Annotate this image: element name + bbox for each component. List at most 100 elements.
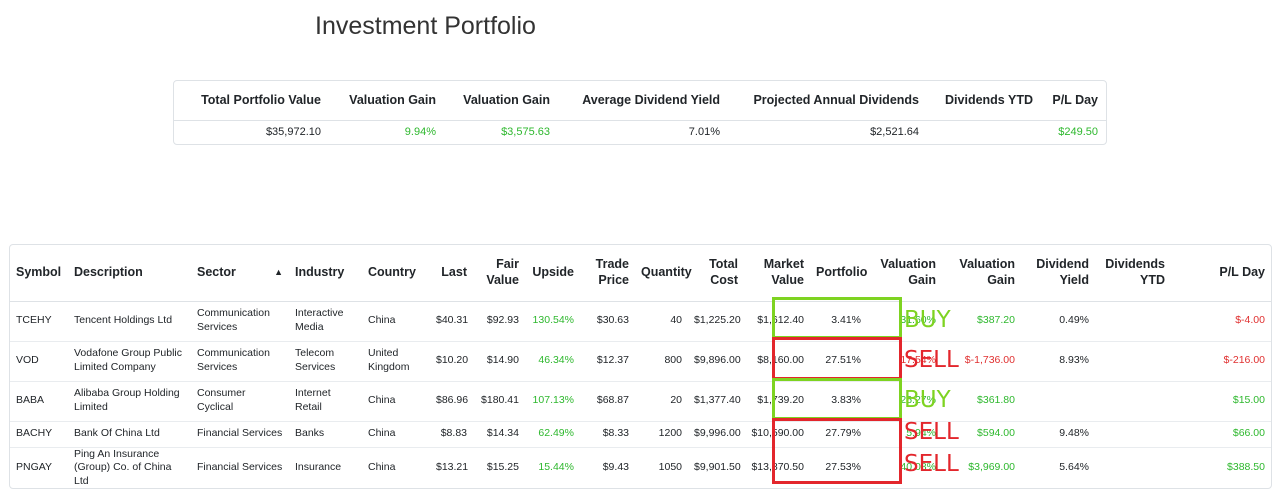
column-header-dividends-ytd[interactable]: Dividends YTD [1095,245,1171,302]
cell-sector: Communication Services [191,301,289,342]
cell-pl-day: $-216.00 [1171,341,1271,382]
page-title: Investment Portfolio [315,12,536,40]
summary-value: 7.01% [688,126,720,139]
column-header-portfolio[interactable]: Portfolio [810,245,867,302]
column-header-sector[interactable]: Sector ▲ [191,245,289,302]
summary-value [927,120,1041,144]
column-header-description[interactable]: Description [68,245,191,302]
cell-symbol: BACHY [10,421,68,448]
cell-upside: 15.44% [538,461,574,474]
summary-header: Projected Annual Dividends [728,81,927,121]
cell-last: $10.20 [430,341,473,382]
cell-dividends-ytd [1095,301,1171,342]
cell-total-cost: $9,896.00 [688,341,744,382]
cell-dividend-yield: 5.64% [1059,461,1089,474]
column-header-total-cost[interactable]: Total Cost [688,245,744,302]
cell-description: Tencent Holdings Ltd [68,301,191,342]
cell-market-value: $8,160.00 [744,341,810,382]
cell-trade-price: $12.37 [580,341,635,382]
cell-dividends-ytd [1095,381,1171,422]
cell-last: $13.21 [436,461,469,474]
summary-value: $35,972.10 [265,126,321,139]
table-row[interactable]: BACHY Bank Of China Ltd Financial Services… [10,421,1271,448]
summary-header-row: Total Portfolio Value Valuation Gain Val… [174,81,1106,121]
holdings-header-row: Symbol Description Sector ▲ Industry Coun… [10,245,1271,302]
cell-upside: 46.34% [525,341,580,382]
column-header-market-value[interactable]: Market Value [744,245,810,302]
cell-quantity: 20 [635,381,688,422]
cell-pl-day: $-4.00 [1171,301,1271,342]
column-header-upside[interactable]: Upside [525,245,580,302]
cell-country: China [362,381,430,422]
cell-symbol: PNGAY [16,461,52,474]
column-header-trade-price[interactable]: Trade Price [580,245,635,302]
sell-highlight-box [772,418,902,484]
cell-market-value: $1,612.40 [744,301,810,342]
cell-quantity: 1200 [635,421,688,448]
cell-last: $86.96 [430,381,473,422]
column-header-valuation-gain-pct[interactable]: Valuation Gain [867,245,942,302]
cell-portfolio: 27.79% [810,421,867,448]
cell-market-value: $1,739.20 [744,381,810,422]
column-header-fair-value[interactable]: Fair Value [473,245,525,302]
sell-annotation: SELL [904,347,959,373]
cell-sector: Consumer Cyclical [191,381,289,422]
cell-symbol: BABA [10,381,68,422]
cell-portfolio: 3.41% [810,301,867,342]
cell-valuation-gain: $361.80 [942,381,1021,422]
cell-valuation-gain: $387.20 [942,301,1021,342]
cell-fair-value: $14.90 [473,341,525,382]
summary-header: Valuation Gain [444,81,558,121]
cell-valuation-gain-pct: 40.08% [900,461,936,474]
cell-symbol: TCEHY [10,301,68,342]
column-header-last[interactable]: Last [430,245,473,302]
cell-industry: Insurance [295,461,342,474]
sell-highlight-box [772,337,902,380]
cell-dividends-ytd [1095,421,1171,448]
cell-industry: Banks [289,421,362,448]
table-row[interactable]: TCEHY Tencent Holdings Ltd Communication S… [10,301,1271,342]
cell-sector: Communication Services [191,341,289,382]
cell-industry: Telecom Services [289,341,362,382]
summary-table: Total Portfolio Value Valuation Gain Val… [173,80,1107,145]
buy-highlight-box [772,297,902,339]
summary-header: Average Dividend Yield [558,81,728,121]
cell-sector: Financial Services [197,461,283,474]
table-row[interactable]: BABA Alibaba Group Holding Limited Consume… [10,381,1271,422]
table-row[interactable]: VOD Vodafone Group Public Limited Company… [10,341,1271,382]
summary-value: $3,575.63 [501,126,550,139]
cell-industry: Interactive Media [289,301,362,342]
cell-country: United Kingdom [362,341,430,382]
cell-market-value: $10,590.00 [744,421,810,448]
cell-sector: Financial Services [191,421,289,448]
sell-annotation: SELL [904,419,959,445]
column-header-symbol[interactable]: Symbol [10,245,68,302]
cell-industry: Internet Retail [289,381,362,422]
buy-annotation: BUY [904,387,951,413]
cell-valuation-gain: $594.00 [942,421,1021,448]
column-header-country[interactable]: Country [362,245,430,302]
cell-total-cost: $1,225.20 [688,301,744,342]
cell-dividend-yield [1021,381,1095,422]
cell-portfolio: 3.83% [810,381,867,422]
cell-pl-day: $388.50 [1227,461,1265,474]
summary-value: 9.94% [404,126,436,139]
cell-trade-price: $9.43 [602,461,629,474]
cell-valuation-gain-pct: 31.60% [867,301,942,342]
cell-trade-price: $68.87 [580,381,635,422]
cell-fair-value: $180.41 [473,381,525,422]
cell-valuation-gain: $3,969.00 [968,461,1015,474]
cell-quantity: 800 [635,341,688,382]
column-header-quantity[interactable]: Quantity [635,245,692,302]
cell-valuation-gain: $-1,736.00 [942,341,1021,382]
cell-market-value: $13,870.50 [751,461,804,474]
cell-valuation-gain-pct: 5.94% [867,421,942,448]
column-header-pl-day[interactable]: P/L Day [1171,245,1271,302]
cell-valuation-gain-pct: 26.27% [867,381,942,422]
column-header-dividend-yield[interactable]: Dividend Yield [1021,245,1095,302]
cell-portfolio: 27.53% [825,461,861,474]
column-header-industry[interactable]: Industry [289,245,362,302]
cell-pl-day: $66.00 [1171,421,1271,448]
table-row[interactable]: PNGAY Ping An Insurance (Group) Co. of Ch… [10,447,1271,488]
column-header-valuation-gain[interactable]: Valuation Gain [942,245,1021,302]
